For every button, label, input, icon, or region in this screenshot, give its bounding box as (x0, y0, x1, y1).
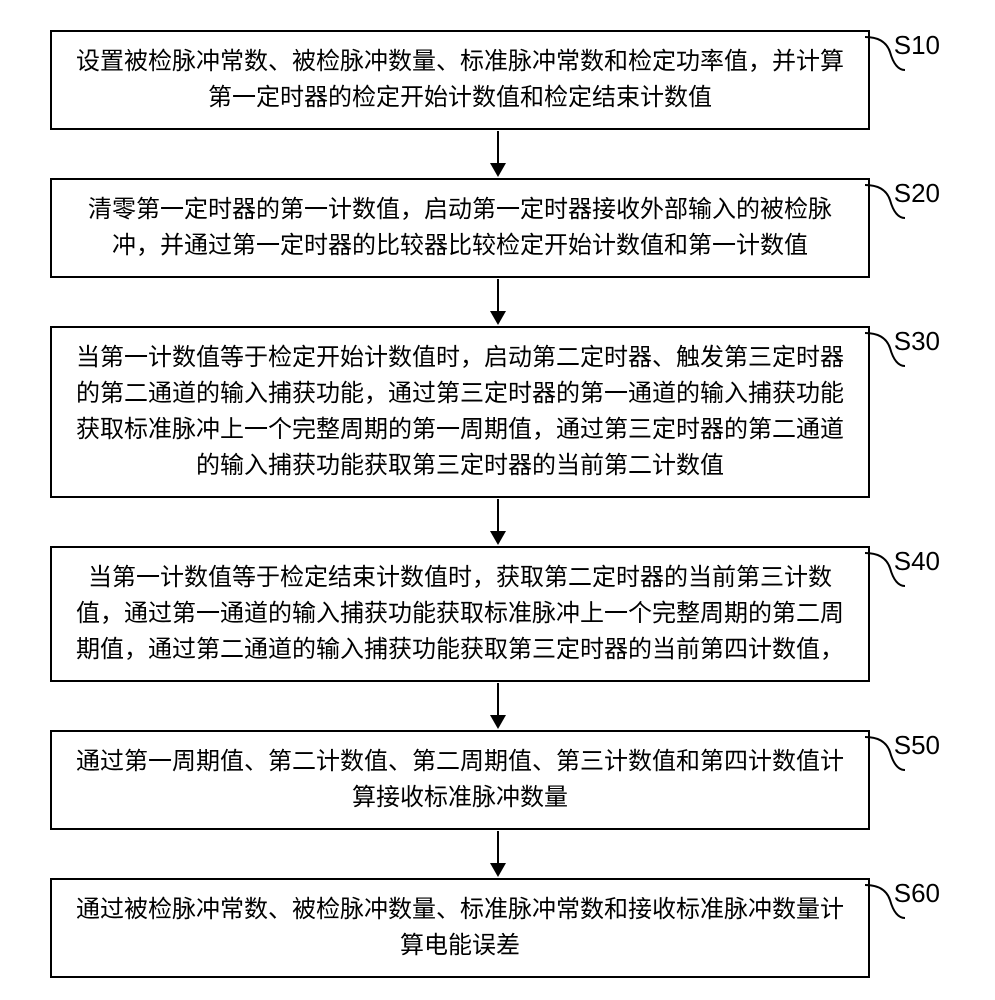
flowchart-container: 设置被检脉冲常数、被检脉冲数量、标准脉冲常数和检定功率值，并计算第一定时器的检定… (50, 30, 945, 978)
step-s10-text: 设置被检脉冲常数、被检脉冲数量、标准脉冲常数和检定功率值，并计算第一定时器的检定… (76, 48, 844, 111)
arrow-s30-s40 (490, 498, 506, 546)
step-s40-label: S40 (894, 546, 940, 577)
arrow-s40-s50 (490, 682, 506, 730)
step-s50-container: 通过第一周期值、第二计数值、第二周期值、第三计数值和第四计数值计算接收标准脉冲数… (50, 730, 945, 830)
step-s50-box: 通过第一周期值、第二计数值、第二周期值、第三计数值和第四计数值计算接收标准脉冲数… (50, 730, 870, 830)
arrow-s10-s20 (490, 130, 506, 178)
step-s30-label: S30 (894, 326, 940, 357)
arrow-line (497, 279, 499, 311)
arrow-head (490, 863, 506, 877)
arrow-head (490, 531, 506, 545)
step-s50-label: S50 (894, 730, 940, 761)
step-s30-container: 当第一计数值等于检定开始计数值时，启动第二定时器、触发第三定时器的第二通道的输入… (50, 326, 945, 498)
step-s10-label: S10 (894, 30, 940, 61)
step-s20-label: S20 (894, 178, 940, 209)
arrow-s20-s30 (490, 278, 506, 326)
step-s60-text: 通过被检脉冲常数、被检脉冲数量、标准脉冲常数和接收标准脉冲数量计算电能误差 (76, 896, 844, 959)
step-s50-text: 通过第一周期值、第二计数值、第二周期值、第三计数值和第四计数值计算接收标准脉冲数… (76, 748, 844, 811)
arrow-head (490, 311, 506, 325)
step-s60-box: 通过被检脉冲常数、被检脉冲数量、标准脉冲常数和接收标准脉冲数量计算电能误差 (50, 878, 870, 978)
step-s20-container: 清零第一定时器的第一计数值，启动第一定时器接收外部输入的被检脉冲，并通过第一定时… (50, 178, 945, 278)
step-s40-container: 当第一计数值等于检定结束计数值时，获取第二定时器的当前第三计数值，通过第一通道的… (50, 546, 945, 682)
arrow-line (497, 131, 499, 163)
step-s30-box: 当第一计数值等于检定开始计数值时，启动第二定时器、触发第三定时器的第二通道的输入… (50, 326, 870, 498)
arrow-line (497, 831, 499, 863)
arrow-line (497, 499, 499, 531)
arrow-head (490, 163, 506, 177)
step-s10-box: 设置被检脉冲常数、被检脉冲数量、标准脉冲常数和检定功率值，并计算第一定时器的检定… (50, 30, 870, 130)
step-s40-text: 当第一计数值等于检定结束计数值时，获取第二定时器的当前第三计数值，通过第一通道的… (76, 564, 844, 663)
arrow-head (490, 715, 506, 729)
step-s60-label: S60 (894, 878, 940, 909)
step-s20-box: 清零第一定时器的第一计数值，启动第一定时器接收外部输入的被检脉冲，并通过第一定时… (50, 178, 870, 278)
step-s30-text: 当第一计数值等于检定开始计数值时，启动第二定时器、触发第三定时器的第二通道的输入… (76, 344, 844, 479)
step-s60-container: 通过被检脉冲常数、被检脉冲数量、标准脉冲常数和接收标准脉冲数量计算电能误差 S6… (50, 878, 945, 978)
step-s10-container: 设置被检脉冲常数、被检脉冲数量、标准脉冲常数和检定功率值，并计算第一定时器的检定… (50, 30, 945, 130)
arrow-s50-s60 (490, 830, 506, 878)
arrow-line (497, 683, 499, 715)
step-s40-box: 当第一计数值等于检定结束计数值时，获取第二定时器的当前第三计数值，通过第一通道的… (50, 546, 870, 682)
step-s20-text: 清零第一定时器的第一计数值，启动第一定时器接收外部输入的被检脉冲，并通过第一定时… (88, 196, 832, 259)
